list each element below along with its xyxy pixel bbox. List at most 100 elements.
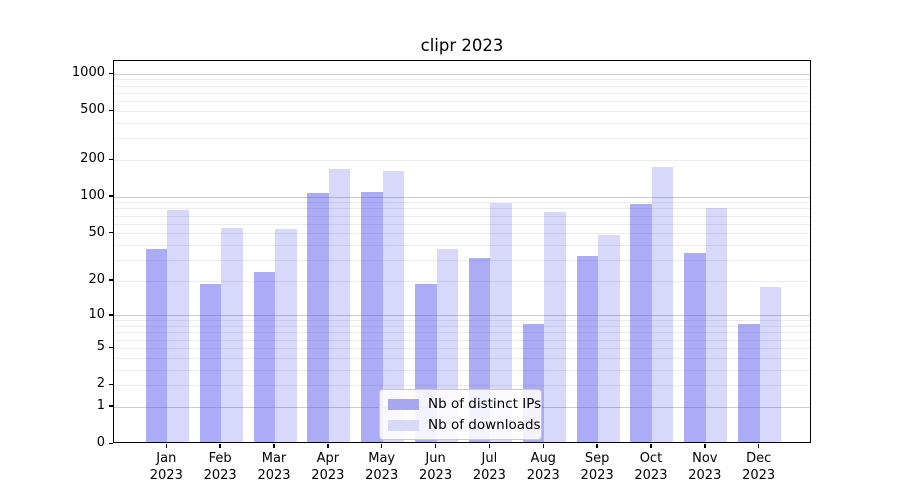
x-tick-label: Jun 2023	[404, 451, 468, 484]
x-tick-year: 2023	[526, 467, 560, 483]
x-tick-mark	[650, 443, 652, 449]
x-tick-mark	[704, 443, 706, 449]
y-gridline-minor	[114, 280, 810, 282]
bar-distinct-ips	[307, 193, 329, 442]
y-gridline-minor	[114, 138, 810, 140]
x-tick-year: 2023	[580, 467, 614, 483]
bar-distinct-ips	[576, 256, 599, 442]
x-tick-label: Mar 2023	[242, 451, 306, 484]
bar-downloads	[490, 202, 512, 442]
y-tick-label: 10	[88, 306, 105, 322]
x-tick-month: Mar	[261, 451, 287, 467]
x-tick-mark	[596, 443, 598, 449]
bar-distinct-ips	[145, 248, 168, 442]
x-tick-month: Nov	[692, 451, 718, 467]
y-gridline-minor	[114, 92, 810, 94]
y-tick-label: 200	[80, 151, 105, 167]
legend-swatch	[388, 419, 419, 431]
x-tick-mark	[380, 443, 383, 449]
x-tick-month: May	[368, 451, 396, 467]
x-tick-label: May 2023	[350, 451, 414, 484]
bar-downloads	[328, 168, 351, 442]
bar-distinct-ips	[630, 204, 652, 442]
y-gridline-minor	[114, 223, 810, 225]
x-tick-year: 2023	[472, 467, 506, 483]
y-tick-mark	[108, 346, 113, 349]
x-tick-year: 2023	[203, 467, 237, 483]
x-tick-month: Apr	[316, 451, 340, 467]
bar-downloads	[705, 208, 728, 442]
y-gridline-minor	[114, 347, 810, 349]
y-gridline-minor	[114, 259, 810, 261]
legend-label: Nb of downloads	[428, 417, 541, 433]
bar-distinct-ips	[253, 271, 275, 442]
x-tick-label: Jul 2023	[457, 451, 521, 484]
x-tick-month: Aug	[530, 451, 556, 467]
y-tick-label: 1000	[71, 65, 105, 81]
x-tick-label: Sep 2023	[565, 451, 629, 484]
x-tick-month: Jul	[481, 451, 498, 467]
x-tick-year: 2023	[419, 467, 453, 483]
x-tick-year: 2023	[149, 467, 183, 483]
bar-distinct-ips	[684, 253, 706, 442]
bar-distinct-ips	[738, 324, 760, 442]
legend-label: Nb of distinct IPs	[428, 396, 542, 412]
x-tick-label: Nov 2023	[673, 451, 737, 484]
x-tick-month: Jun	[425, 451, 446, 467]
y-gridline-major	[114, 73, 810, 75]
y-tick-label: 1	[96, 398, 105, 414]
x-tick-mark	[273, 443, 275, 449]
y-tick-mark	[108, 279, 113, 281]
y-tick-mark	[108, 195, 113, 197]
y-tick-mark	[108, 109, 113, 112]
bar-downloads	[275, 229, 297, 442]
y-gridline-minor	[114, 320, 810, 322]
y-gridline-minor	[114, 208, 810, 210]
y-tick-mark	[108, 231, 113, 234]
y-tick-mark	[108, 314, 113, 316]
x-tick-label: Dec 2023	[727, 451, 791, 484]
x-tick-year: 2023	[688, 467, 722, 483]
y-tick-label: 50	[88, 224, 105, 240]
x-tick-month: Oct	[639, 451, 663, 467]
y-gridline-minor	[114, 357, 810, 359]
y-gridline-minor	[114, 85, 810, 87]
y-tick-mark	[108, 158, 113, 161]
y-tick-label: 0	[96, 435, 105, 451]
bar-downloads	[759, 287, 782, 442]
y-gridline-minor	[114, 326, 810, 328]
x-tick-year: 2023	[365, 467, 399, 483]
y-gridline-minor	[114, 339, 810, 341]
x-tick-mark	[434, 443, 437, 449]
bar-downloads	[544, 212, 566, 442]
y-tick-label: 500	[80, 102, 105, 118]
y-gridline-minor	[114, 233, 810, 235]
x-tick-label: Aug 2023	[511, 451, 575, 484]
y-gridline-major	[114, 315, 810, 317]
y-gridline-minor	[114, 332, 810, 334]
y-gridline-major	[114, 196, 810, 198]
legend: Nb of distinct IPs Nb of downloads	[379, 389, 542, 440]
x-tick-year: 2023	[257, 467, 291, 483]
x-tick-year: 2023	[634, 467, 668, 483]
bar-distinct-ips	[199, 284, 222, 442]
x-tick-year: 2023	[742, 467, 776, 483]
x-tick-month: Dec	[746, 451, 772, 467]
bar-downloads	[382, 171, 405, 442]
y-tick-mark	[108, 383, 113, 386]
plot-area: Nb of distinct IPs Nb of downloads	[113, 60, 811, 443]
x-tick-label: Jan 2023	[134, 451, 198, 484]
y-gridline-minor	[114, 101, 810, 103]
x-tick-label: Feb 2023	[188, 451, 252, 484]
x-tick-mark	[488, 443, 491, 449]
y-gridline-minor	[114, 384, 810, 386]
x-tick-month: Sep	[584, 451, 610, 467]
legend-swatch	[388, 398, 419, 410]
x-tick-month: Feb	[208, 451, 232, 467]
x-tick-year: 2023	[311, 467, 345, 483]
y-tick-mark	[108, 442, 113, 445]
y-gridline-minor	[114, 110, 810, 112]
y-gridline-minor	[114, 369, 810, 371]
bar-downloads	[651, 166, 674, 442]
